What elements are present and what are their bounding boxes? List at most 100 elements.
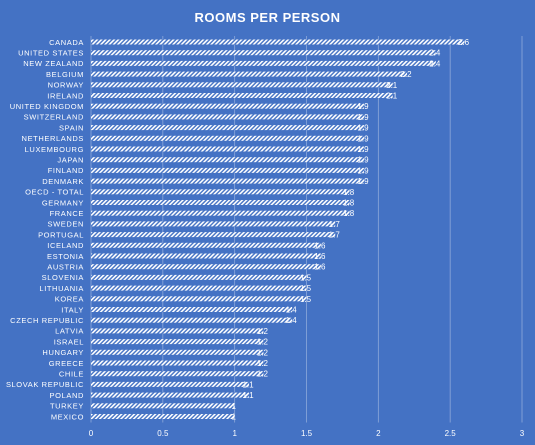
data-label: 1.8 [343,188,355,197]
data-label: 1.6 [314,263,326,272]
category-label: SWEDEN [47,220,84,229]
category-label: LITHUANIA [39,284,84,293]
data-label: 1.2 [257,370,269,379]
category-label: SLOVENIA [42,273,84,282]
category-label: UNITED KINGDOM [10,102,84,111]
category-label: FRANCE [50,209,84,218]
category-label: NORWAY [48,81,84,90]
data-label: 1.9 [357,177,369,186]
category-label: ITALY [61,305,84,314]
bar [91,178,364,184]
data-label: 2.1 [386,81,398,90]
bar [91,285,307,291]
bar [91,125,364,131]
data-label: 1.9 [357,113,369,122]
category-label: HUNGARY [42,348,84,357]
data-label: 1.7 [329,231,341,240]
bar [91,317,293,323]
x-tick-label: 0 [89,429,94,438]
data-label: 1.2 [257,338,269,347]
data-label: 2.6 [458,38,470,47]
data-label: 1.9 [357,145,369,154]
data-label: 1.4 [286,306,298,315]
category-label: CHILE [59,370,84,379]
data-label: 1.9 [357,156,369,165]
category-label: CANADA [49,38,84,47]
category-label: NETHERLANDS [22,134,84,143]
category-label: SWITZERLAND [24,113,84,122]
data-label: 1 [231,402,236,411]
chart-title: ROOMS PER PERSON [195,10,341,25]
category-label: IRELAND [47,91,84,100]
category-label: DENMARK [42,177,84,186]
bar [91,392,250,398]
category-label: LUXEMBOURG [25,145,84,154]
bar [91,296,307,302]
category-label: LATVIA [55,327,84,336]
bar [91,371,264,377]
bar [91,339,264,345]
bar [91,157,364,163]
x-tick-label: 1.5 [301,429,313,438]
bar [91,103,364,109]
x-tick-label: 2 [376,429,381,438]
data-label: 1.6 [314,252,326,261]
data-label: 1 [231,413,236,422]
bar [91,60,436,66]
category-label: ESTONIA [47,252,84,261]
data-label: 1.1 [242,391,254,400]
category-label: FINLAND [48,166,84,175]
bar [91,403,235,409]
data-label: 2.1 [386,92,398,101]
category-label: CZECH REPUBLIC [10,316,84,325]
category-label: GREECE [49,359,84,368]
category-label: UNITED STATES [18,49,84,58]
data-label: 1.8 [343,199,355,208]
bar [91,360,264,366]
category-label: AUSTRIA [47,263,84,272]
bar [91,114,364,120]
bar [91,200,350,205]
category-label: NEW ZEALAND [23,59,84,68]
bar [91,253,321,259]
bar [91,93,393,98]
bar [91,146,364,152]
category-label: SPAIN [59,123,84,132]
data-label: 1.2 [257,348,269,357]
bar [91,82,393,88]
data-label: 1.5 [300,273,312,282]
bar [91,232,336,238]
bar [91,210,350,216]
data-label: 1.9 [357,102,369,111]
data-label: 2.4 [429,59,441,68]
bar [91,39,465,45]
data-label: 1.5 [300,295,312,304]
data-label: 1.8 [343,209,355,218]
bar [91,328,264,334]
data-label: 2.4 [429,49,441,58]
category-label: BELGIUM [46,70,84,79]
bar [91,349,264,355]
bar [91,264,321,270]
category-label: JAPAN [57,156,84,165]
category-label: PORTUGAL [38,230,84,239]
data-label: 1.9 [357,134,369,143]
data-label: 2.2 [401,70,413,79]
data-label: 1.5 [300,284,312,293]
bar [91,221,336,227]
x-tick-label: 2.5 [445,429,457,438]
bar [91,167,364,173]
data-label: 1.7 [329,220,341,229]
bar [91,242,321,248]
bar [91,135,364,141]
category-label: POLAND [50,391,84,400]
x-tick-label: 0.5 [157,429,169,438]
data-label: 1.6 [314,241,326,250]
category-label: GERMANY [42,198,84,207]
bar [91,50,436,56]
bar [91,414,235,419]
bar [91,189,350,195]
category-label: ICELAND [47,241,84,250]
